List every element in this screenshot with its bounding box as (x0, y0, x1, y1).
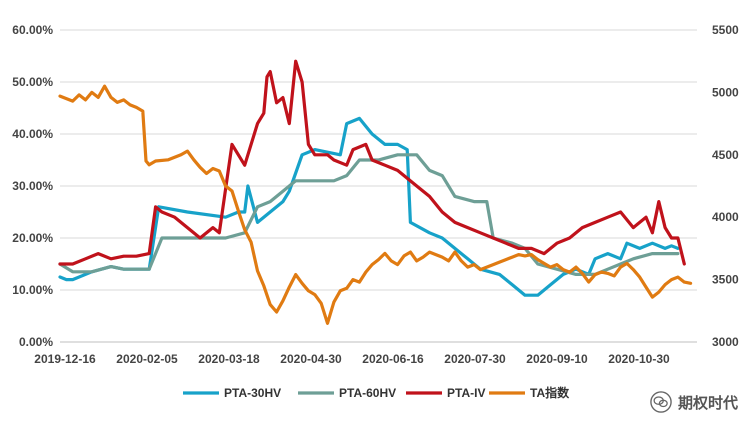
left-axis-tick-label: 10.00% (12, 283, 53, 297)
right-axis-tick-label: 3000 (712, 335, 739, 349)
left-axis-tick-label: 30.00% (12, 179, 53, 193)
series-line-pta-30hv (58, 116, 680, 297)
series-line-ta- (58, 84, 693, 325)
left-axis-tick-label: 60.00% (12, 23, 53, 37)
wechat-icon (650, 391, 672, 413)
right-axis-tick-label: 3500 (712, 273, 739, 287)
x-axis-tick-label: 2020-04-30 (280, 352, 342, 366)
x-axis-tick-label: 2020-06-16 (362, 352, 424, 366)
x-axis-tick-label: 2020-09-10 (526, 352, 588, 366)
legend-label: PTA-IV (447, 386, 485, 400)
right-axis-tick-label: 5000 (712, 85, 739, 99)
left-axis-tick-label: 40.00% (12, 127, 53, 141)
legend-label: PTA-60HV (339, 386, 396, 400)
right-axis-tick-label: 5500 (712, 23, 739, 37)
right-axis-tick-label: 4000 (712, 210, 739, 224)
series-line-pta-60hv (58, 153, 680, 276)
left-axis-tick-label: 20.00% (12, 231, 53, 245)
series-line-pta-iv (58, 59, 686, 266)
x-axis-tick-label: 2020-07-30 (444, 352, 506, 366)
left-axis-tick-label: 50.00% (12, 75, 53, 89)
watermark: 期权时代 (650, 391, 738, 413)
x-axis-tick-label: 2019-12-16 (34, 352, 96, 366)
watermark-text: 期权时代 (677, 393, 738, 412)
x-axis-tick-label: 2020-10-30 (608, 352, 670, 366)
left-axis-tick-label: 0.00% (19, 335, 53, 349)
legend-label: TA指数 (530, 385, 570, 400)
x-axis-tick-label: 2020-02-05 (116, 352, 178, 366)
right-axis-tick-label: 4500 (712, 148, 739, 162)
legend-label: PTA-30HV (224, 386, 281, 400)
x-axis-tick-label: 2020-03-18 (198, 352, 260, 366)
